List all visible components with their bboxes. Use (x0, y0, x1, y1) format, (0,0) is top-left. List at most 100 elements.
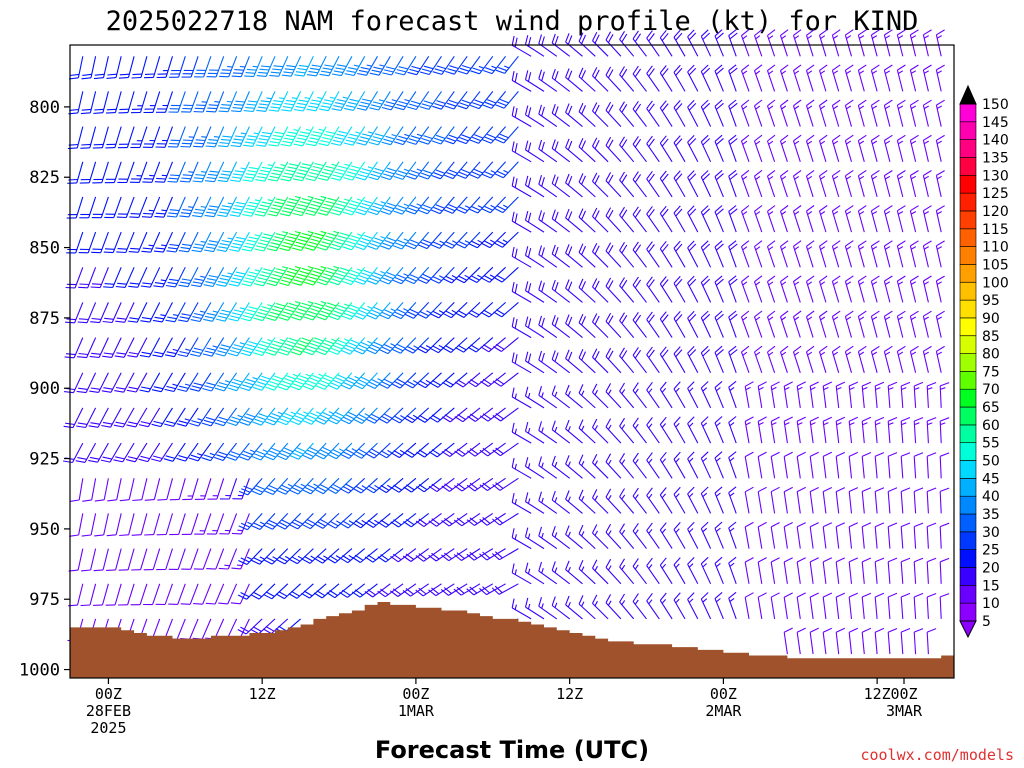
wind-barb (331, 91, 353, 112)
wind-barb (219, 478, 238, 500)
wind-barb (340, 372, 366, 390)
wind-barb (844, 310, 854, 338)
wind-barb (302, 372, 327, 391)
wind-barb (632, 206, 647, 233)
wind-barb (301, 548, 327, 564)
wind-barb (538, 526, 558, 550)
wind-barb (479, 477, 506, 492)
wind-barb (673, 381, 686, 409)
wind-barb (592, 383, 609, 409)
wind-barb (329, 231, 353, 251)
wind-barb (926, 592, 937, 619)
wind-barb (104, 161, 122, 184)
wind-barb (253, 337, 276, 357)
wind-barb (714, 134, 724, 163)
colorbar-swatch (959, 157, 977, 176)
wind-barb (82, 478, 97, 502)
wind-barb (831, 169, 841, 198)
wind-barb (369, 91, 391, 111)
wind-barb (493, 337, 519, 352)
wind-barb (140, 302, 161, 323)
wind-barb (687, 381, 699, 409)
colorbar-label: 120 (982, 204, 1009, 220)
wind-barb (244, 56, 263, 78)
wind-barb (700, 205, 712, 233)
wind-barb (356, 126, 378, 146)
wind-barb (796, 627, 806, 655)
wind-barb (939, 522, 950, 549)
wind-barb (493, 301, 519, 318)
wind-barb (91, 231, 109, 254)
wind-barb (365, 442, 391, 459)
wind-barb (779, 29, 789, 57)
wind-barb (241, 267, 263, 287)
wind-barb (857, 310, 867, 338)
wind-barb (206, 513, 225, 535)
wind-barb (156, 513, 174, 536)
wind-barb (744, 486, 754, 514)
wind-barb (93, 583, 109, 606)
wind-barb (740, 169, 750, 198)
chart-title: 2025022718 NAM forecast wind profile (kt… (106, 6, 919, 37)
wind-barb (619, 453, 635, 479)
wind-barb (646, 381, 660, 409)
wind-barb (896, 275, 906, 303)
wind-barb (341, 337, 366, 355)
wind-barb (900, 452, 911, 479)
wind-barb (279, 195, 302, 217)
wind-barb (181, 513, 199, 535)
wind-barb (113, 407, 135, 428)
wind-barb (242, 196, 263, 217)
wind-barb (805, 310, 815, 338)
wind-barb (646, 522, 660, 549)
wind-barb (605, 101, 622, 127)
wind-barb (511, 70, 532, 92)
wind-barb (165, 267, 186, 288)
wind-barb (687, 521, 699, 549)
wind-barb (578, 595, 596, 620)
wind-barb (818, 345, 828, 373)
wind-barb (356, 91, 378, 111)
wind-barb (492, 407, 519, 422)
wind-barb (565, 384, 583, 409)
wind-barb (728, 345, 738, 373)
wind-barb (809, 381, 819, 408)
wind-barb (524, 105, 545, 128)
wind-barb (935, 240, 945, 268)
y-tick-label: 975 (29, 590, 60, 610)
wind-barb (482, 91, 507, 109)
wind-barb (822, 592, 833, 619)
wind-barb (430, 231, 455, 249)
y-tick-label: 950 (29, 520, 60, 540)
wind-barb (344, 91, 366, 111)
wind-barb (770, 416, 780, 444)
wind-barb (809, 592, 819, 619)
wind-barb (779, 99, 789, 127)
wind-barb (204, 231, 225, 253)
wind-barb (592, 313, 609, 338)
wind-barb (744, 381, 754, 408)
wind-barb (103, 267, 122, 289)
wind-barb (301, 513, 327, 530)
wind-barb (64, 337, 84, 359)
wind-barb (605, 453, 622, 479)
wind-barb (896, 64, 906, 92)
wind-barb (279, 230, 302, 252)
wind-barb (700, 381, 712, 409)
wind-barb (481, 161, 507, 179)
wind-barb (251, 513, 276, 531)
wind-barb (605, 594, 622, 620)
wind-barb (792, 99, 802, 127)
wind-barb (218, 548, 238, 570)
colorbar-swatch (959, 442, 977, 461)
colorbar-label: 95 (982, 293, 1000, 309)
wind-barb (417, 337, 442, 354)
colorbar-swatch (959, 584, 977, 604)
wind-barb (861, 627, 872, 655)
wind-barb (922, 99, 932, 127)
wind-barb (883, 134, 893, 162)
wind-barb (796, 522, 806, 549)
wind-barb (822, 487, 833, 514)
wind-barb (565, 279, 583, 303)
wind-barb (404, 337, 430, 354)
